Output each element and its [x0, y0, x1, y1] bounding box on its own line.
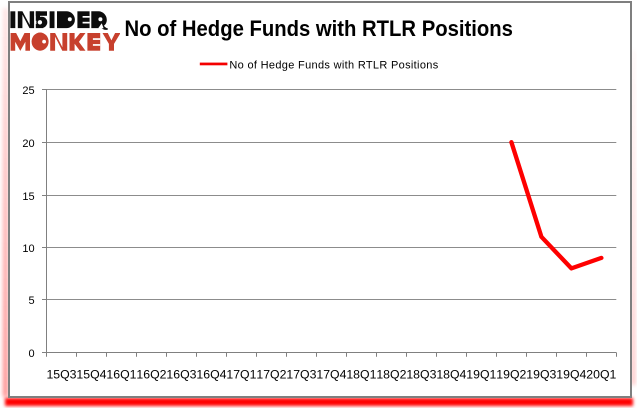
svg-text:18Q1: 18Q1	[346, 367, 376, 381]
svg-text:15Q4: 15Q4	[76, 367, 106, 381]
svg-text:19Q3: 19Q3	[526, 367, 556, 381]
svg-text:19Q1: 19Q1	[466, 367, 496, 381]
svg-text:16Q1: 16Q1	[106, 367, 136, 381]
svg-text:20: 20	[22, 138, 34, 150]
svg-text:No of Hedge Funds with RTLR Po: No of Hedge Funds with RTLR Positions	[229, 59, 438, 71]
svg-text:15Q3: 15Q3	[46, 367, 76, 381]
svg-text:20Q1: 20Q1	[586, 367, 616, 381]
svg-text:16Q4: 16Q4	[196, 367, 226, 381]
svg-text:10: 10	[22, 243, 34, 255]
svg-text:18Q3: 18Q3	[406, 367, 436, 381]
svg-text:25: 25	[22, 85, 34, 97]
svg-text:5: 5	[28, 295, 34, 307]
svg-text:15: 15	[22, 191, 34, 203]
svg-text:17Q3: 17Q3	[286, 367, 316, 381]
svg-text:17Q1: 17Q1	[226, 367, 256, 381]
svg-text:16Q3: 16Q3	[166, 367, 196, 381]
svg-text:18Q4: 18Q4	[436, 367, 466, 381]
svg-text:0: 0	[28, 348, 34, 360]
svg-text:18Q2: 18Q2	[376, 367, 406, 381]
svg-text:19Q2: 19Q2	[496, 367, 526, 381]
svg-text:17Q2: 17Q2	[256, 367, 286, 381]
svg-text:17Q4: 17Q4	[316, 367, 346, 381]
svg-text:16Q2: 16Q2	[136, 367, 166, 381]
svg-text:No of Hedge Funds with RTLR Po: No of Hedge Funds with RTLR Positions	[125, 17, 513, 41]
svg-text:19Q4: 19Q4	[556, 367, 586, 381]
